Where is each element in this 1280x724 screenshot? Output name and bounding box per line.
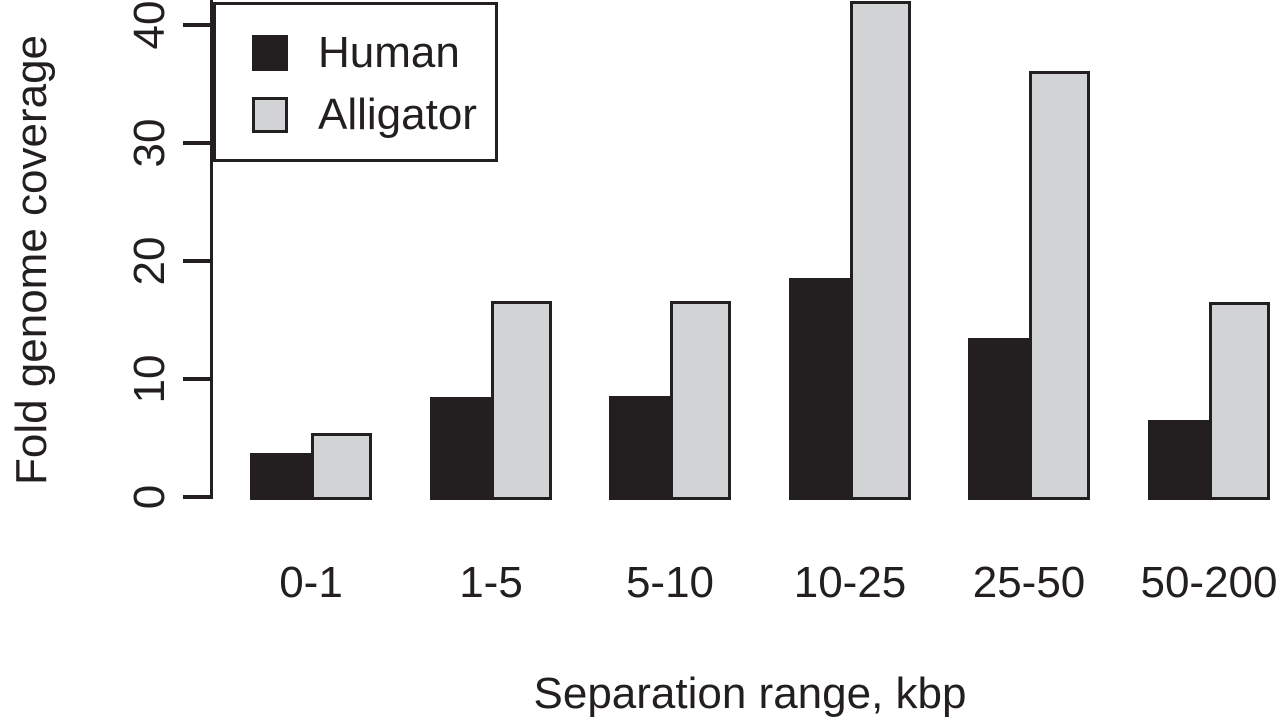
x-tick-label-50-200: 50-200 [1140, 558, 1278, 607]
y-tick-10 [183, 377, 211, 381]
bar-human-25-50 [968, 338, 1029, 500]
x-tick-label-0-1: 0-1 [279, 558, 343, 607]
y-tick-30 [183, 141, 211, 145]
y-tick-label-40: 40 [125, 0, 174, 50]
y-tick-40 [183, 23, 211, 27]
y-tick-0 [183, 495, 211, 499]
bar-human-0-1 [250, 453, 311, 500]
bar-human-5-10 [609, 396, 670, 500]
bar-alligator-25-50 [1029, 71, 1090, 500]
y-axis-title: Fold genome coverage [7, 34, 56, 486]
bar-human-1-5 [430, 397, 491, 500]
x-tick-label-10-25: 10-25 [793, 558, 907, 607]
bar-human-10-25 [789, 278, 850, 500]
y-axis-line [210, 0, 213, 499]
legend-swatch-alligator-icon [252, 97, 288, 133]
bar-human-50-200 [1148, 420, 1209, 500]
bar-alligator-10-25 [850, 1, 911, 500]
legend-item-human: Human [252, 31, 495, 75]
x-tick-label-25-50: 25-50 [972, 558, 1086, 607]
y-tick-label-20: 20 [125, 236, 174, 286]
bar-alligator-50-200 [1209, 302, 1270, 500]
bar-alligator-5-10 [670, 301, 731, 500]
x-tick-label-1-5: 1-5 [459, 558, 523, 607]
x-axis-title: Separation range, kbp [533, 669, 967, 718]
y-tick-label-10: 10 [125, 354, 174, 404]
x-tick-label-5-10: 5-10 [625, 558, 715, 607]
y-tick-20 [183, 259, 211, 263]
legend-swatch-human-icon [252, 35, 288, 71]
legend-label-human: Human [318, 28, 460, 77]
legend-label-alligator: Alligator [318, 90, 477, 139]
legend-item-alligator: Alligator [252, 93, 495, 137]
bar-alligator-1-5 [491, 301, 552, 500]
legend: Human Alligator [213, 2, 498, 162]
y-tick-label-0: 0 [125, 484, 174, 510]
bar-alligator-0-1 [311, 433, 372, 500]
y-tick-label-30: 30 [125, 118, 174, 168]
